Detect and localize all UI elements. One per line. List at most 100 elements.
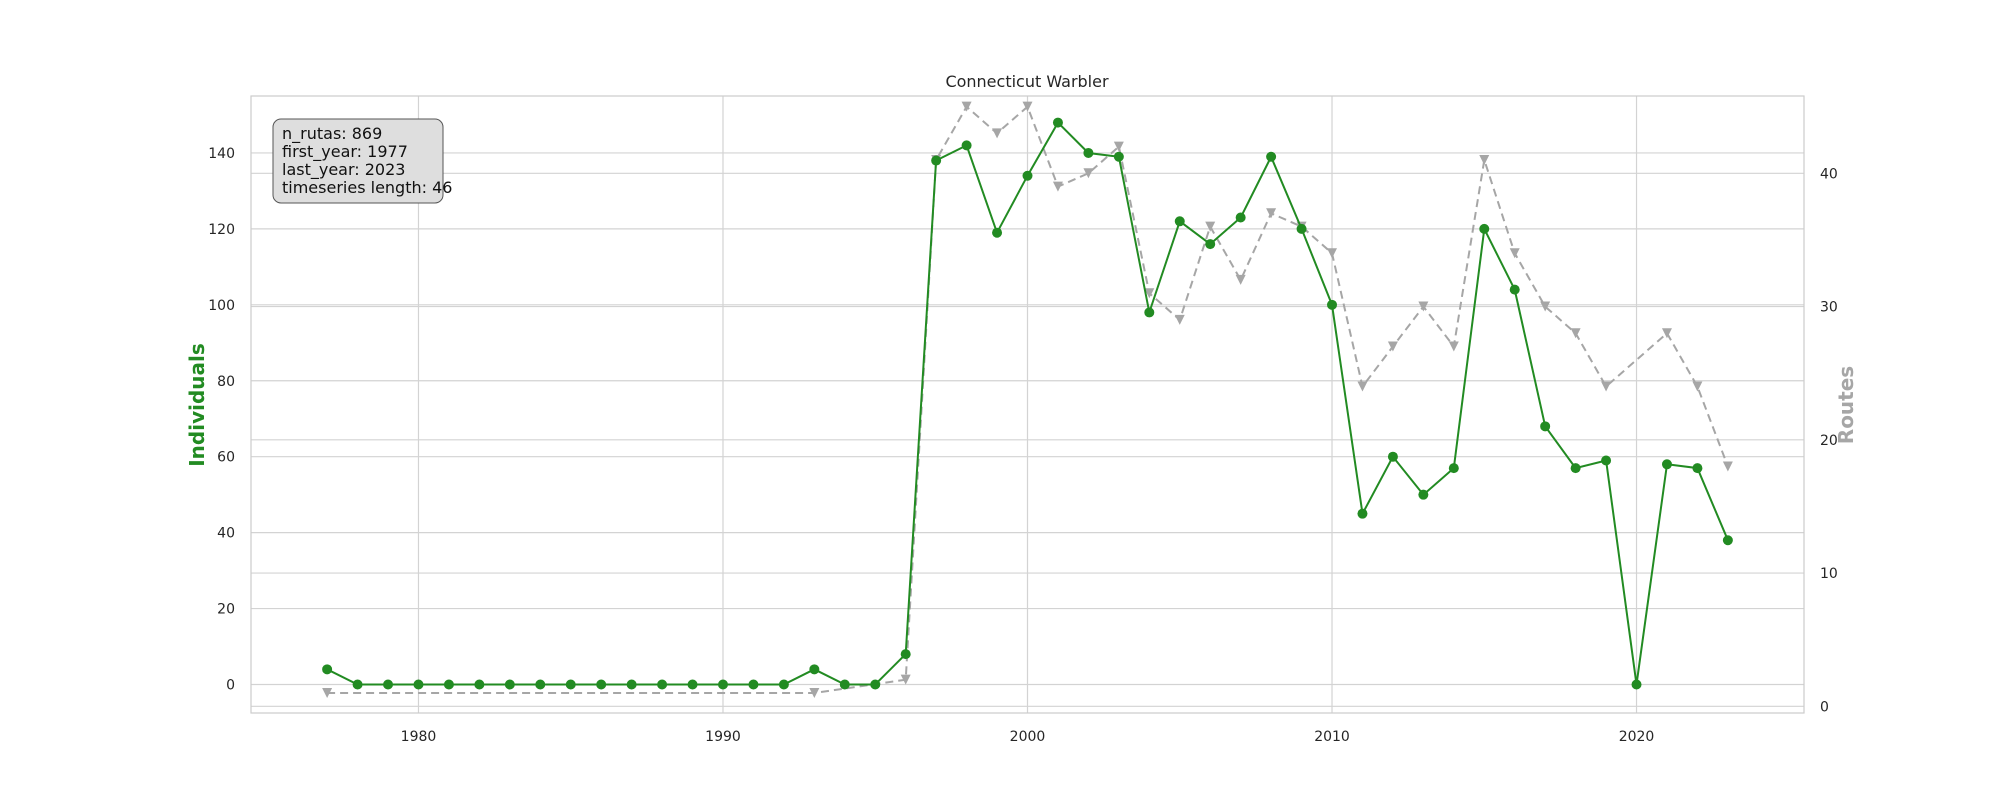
individuals-point xyxy=(1601,455,1612,466)
individuals-point xyxy=(322,664,333,675)
individuals-point xyxy=(596,679,607,690)
routes-point xyxy=(1387,341,1398,352)
x-tick-label: 2000 xyxy=(1010,729,1046,745)
individuals-point xyxy=(870,679,881,690)
y2-axis-label: Routes xyxy=(1834,366,1858,444)
individuals-point xyxy=(1296,223,1307,234)
y2-tick-label: 30 xyxy=(1820,300,1838,316)
y-tick-label: 100 xyxy=(208,298,235,314)
individuals-point xyxy=(900,649,911,660)
individuals-point xyxy=(1448,463,1459,474)
individuals-point xyxy=(1052,117,1063,128)
info-line: n_rutas: 869 xyxy=(282,124,382,144)
routes-point xyxy=(1083,168,1094,179)
individuals-point xyxy=(413,679,424,690)
chart-title: Connecticut Warbler xyxy=(945,72,1109,91)
individuals-point xyxy=(1540,421,1551,432)
individuals-point xyxy=(535,679,546,690)
individuals-point xyxy=(1235,212,1246,223)
routes-point xyxy=(1113,141,1124,152)
routes-point xyxy=(900,674,911,685)
individuals-point xyxy=(1418,489,1429,500)
individuals-point xyxy=(1327,299,1338,310)
individuals-point xyxy=(961,140,972,151)
grid-lines xyxy=(251,96,1804,713)
individuals-point xyxy=(504,679,515,690)
x-tick-label: 2010 xyxy=(1314,729,1350,745)
y-tick-label: 60 xyxy=(217,450,235,466)
y2-tick-label: 40 xyxy=(1820,166,1838,182)
routes-point xyxy=(1509,248,1520,259)
individuals-point xyxy=(1692,463,1703,474)
individuals-point xyxy=(626,679,637,690)
y2-axis-ticks: 0 10 20 30 40 xyxy=(1820,166,1838,715)
y-tick-label: 40 xyxy=(217,526,235,542)
y2-tick-label: 0 xyxy=(1820,699,1829,715)
individuals-point xyxy=(657,679,668,690)
info-line: timeseries length: 46 xyxy=(282,178,452,197)
x-axis-ticks: 1980 1990 2000 2010 2020 xyxy=(401,729,1655,745)
routes-point xyxy=(1235,274,1246,285)
individuals-point xyxy=(1174,216,1185,227)
individuals-point xyxy=(474,679,485,690)
routes-point xyxy=(1327,248,1338,259)
y2-tick-label: 20 xyxy=(1820,433,1838,449)
individuals-point xyxy=(778,679,789,690)
info-box-frame xyxy=(272,118,444,204)
routes-point xyxy=(1661,328,1672,339)
routes-point xyxy=(1052,181,1063,192)
info-box: n_rutas: 869 first_year: 1977 last_year:… xyxy=(272,118,452,204)
individuals-point xyxy=(687,679,698,690)
routes-point xyxy=(1418,301,1429,312)
routes-point xyxy=(1022,101,1033,112)
routes-point xyxy=(1570,328,1581,339)
individuals-point xyxy=(1144,307,1155,318)
y-tick-label: 0 xyxy=(226,678,235,694)
y2-tick-label: 10 xyxy=(1820,566,1838,582)
routes-point xyxy=(1479,154,1490,165)
plot-frame xyxy=(250,95,1805,714)
individuals-point xyxy=(565,679,576,690)
individuals-point xyxy=(352,679,363,690)
routes-point xyxy=(1266,208,1277,219)
info-line: first_year: 1977 xyxy=(282,142,408,162)
routes-point xyxy=(992,128,1003,139)
individuals-point xyxy=(1570,463,1581,474)
routes-point xyxy=(1448,341,1459,352)
y-tick-label: 80 xyxy=(217,374,235,390)
x-tick-label: 1990 xyxy=(705,729,741,745)
individuals-point xyxy=(748,679,759,690)
individuals-point xyxy=(1266,151,1277,162)
individuals-point xyxy=(1387,451,1398,462)
y-tick-label: 140 xyxy=(208,146,235,162)
routes-point xyxy=(1205,221,1216,232)
routes-point xyxy=(961,101,972,112)
individuals-point xyxy=(1022,170,1033,181)
individuals-point xyxy=(1661,459,1672,470)
routes-point xyxy=(1144,288,1155,299)
y-axis-label: Individuals xyxy=(185,343,209,467)
routes-point xyxy=(1722,461,1733,472)
individuals-point xyxy=(931,155,942,166)
individuals-point xyxy=(992,227,1003,238)
individuals-point xyxy=(1631,679,1642,690)
x-tick-label: 1980 xyxy=(401,729,437,745)
individuals-point xyxy=(383,679,394,690)
individuals-point xyxy=(809,664,820,675)
individuals-point xyxy=(1357,508,1368,519)
routes-series xyxy=(322,101,1733,699)
y-axis-ticks: 0 20 40 60 80 100 120 140 xyxy=(208,146,235,694)
x-tick-label: 2020 xyxy=(1619,729,1655,745)
y-tick-label: 20 xyxy=(217,602,235,618)
routes-point xyxy=(322,688,333,699)
individuals-point xyxy=(839,679,850,690)
routes-point xyxy=(1601,381,1612,392)
routes-point xyxy=(1357,381,1368,392)
y-tick-label: 120 xyxy=(208,222,235,238)
individuals-point xyxy=(717,679,728,690)
routes-point xyxy=(1692,381,1703,392)
info-line: last_year: 2023 xyxy=(282,160,405,180)
individuals-point xyxy=(1113,151,1124,162)
individuals-point xyxy=(1722,535,1733,546)
